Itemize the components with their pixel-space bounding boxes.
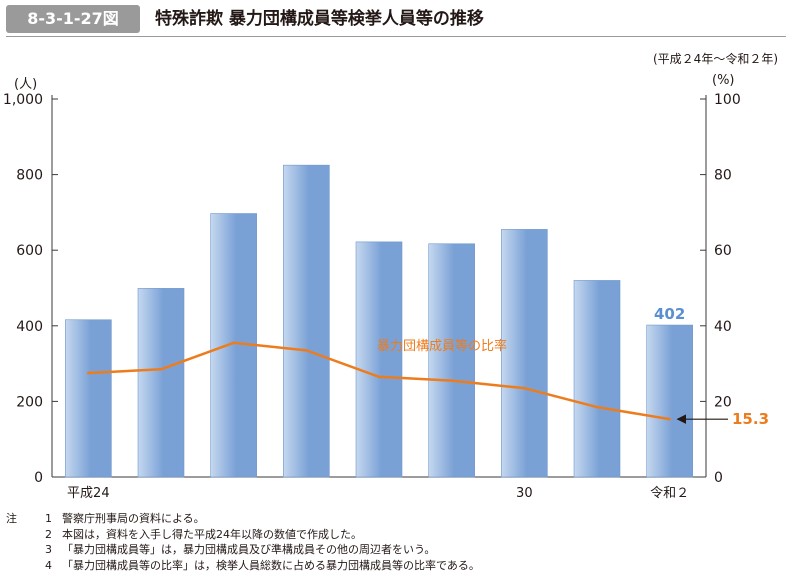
- left-tick-label: 0: [34, 470, 43, 486]
- figure-number-badge: 8-3-1-27図: [6, 5, 140, 33]
- right-tick-label: 60: [714, 243, 732, 259]
- bar: [65, 319, 112, 478]
- note-text: 「暴力団構成員等の比率」は，検挙人員総数に占める暴力団構成員等の比率である。: [62, 558, 480, 572]
- bar: [137, 288, 185, 478]
- ratio-point: [305, 349, 308, 352]
- note-number: 4: [45, 558, 52, 572]
- figure-header: 8-3-1-27図 特殊詐欺 暴力団構成員等検挙人員等の推移: [0, 0, 792, 40]
- left-tick-label: 600: [16, 243, 43, 259]
- ratio-point: [159, 367, 163, 371]
- note-number: 2: [45, 527, 52, 541]
- note-head: 注: [6, 512, 17, 525]
- note-head: [6, 558, 32, 574]
- period-label: (平成２4年～令和２年): [653, 52, 778, 66]
- ratio-point: [523, 386, 526, 390]
- left-tick-label: 800: [16, 168, 43, 184]
- bar: [501, 229, 548, 478]
- note-number: 3: [45, 543, 52, 556]
- ratio-point: [668, 417, 671, 421]
- ratio-point: [450, 379, 453, 382]
- left-tick-label: 1,000: [3, 92, 43, 108]
- bar: [283, 164, 330, 478]
- x-tick-label: 30: [516, 486, 533, 501]
- right-tick-label: 40: [714, 319, 732, 335]
- left-tick-label: 400: [16, 319, 43, 335]
- bar: [646, 324, 693, 478]
- notes: 注 1 警察庁刑事局の資料による。 2 本図は，資料を入手し得た平成24年以降の数値で作…: [6, 511, 480, 573]
- note-item: 4 「暴力団構成員等の比率」は，検挙人員総数に占める暴力団構成員等の比率である。: [6, 558, 480, 574]
- last-ratio-value-label: 15.3: [732, 410, 769, 428]
- figure-title: 特殊詐欺 暴力団構成員等検挙人員等の推移: [155, 9, 484, 29]
- ratio-point: [595, 405, 599, 409]
- x-tick-label: 令和２: [650, 486, 689, 501]
- ratio-point: [377, 375, 381, 379]
- left-tick-label: 200: [16, 394, 43, 410]
- note-number: 1: [45, 512, 52, 525]
- ratio-point: [87, 371, 90, 375]
- note-text: 警察庁刑事局の資料による。: [62, 512, 205, 525]
- x-tick-label: 平成24: [67, 486, 110, 501]
- bar: [428, 243, 475, 478]
- note-text: 本図は，資料を入手し得た平成24年以降の数値で作成した。: [62, 527, 362, 541]
- note-head: [6, 527, 32, 543]
- ratio-point: [232, 341, 235, 345]
- ratio-series-name: 暴力団構成員等の比率: [377, 338, 507, 354]
- note-item: 2 本図は，資料を入手し得た平成24年以降の数値で作成した。: [6, 527, 480, 543]
- right-tick-label: 100: [714, 92, 741, 108]
- note-item: 3 「暴力団構成員等」は，暴力団構成員及び準構成員その他の周辺者をいう。: [6, 542, 480, 558]
- last-bar-value-label: 402: [654, 305, 685, 323]
- right-tick-label: 20: [714, 394, 732, 410]
- note-head: [6, 542, 32, 558]
- bar: [573, 280, 621, 478]
- right-tick-label: 80: [714, 168, 732, 184]
- left-axis-unit: (人): [14, 77, 38, 92]
- right-tick-label: 0: [714, 470, 723, 486]
- right-axis-unit: (%): [712, 73, 735, 88]
- header-divider: [6, 36, 786, 37]
- note-text: 「暴力団構成員等」は，暴力団構成員及び準構成員その他の周辺者をいう。: [62, 543, 436, 556]
- bar: [355, 241, 403, 478]
- note-item: 注 1 警察庁刑事局の資料による。: [6, 511, 480, 527]
